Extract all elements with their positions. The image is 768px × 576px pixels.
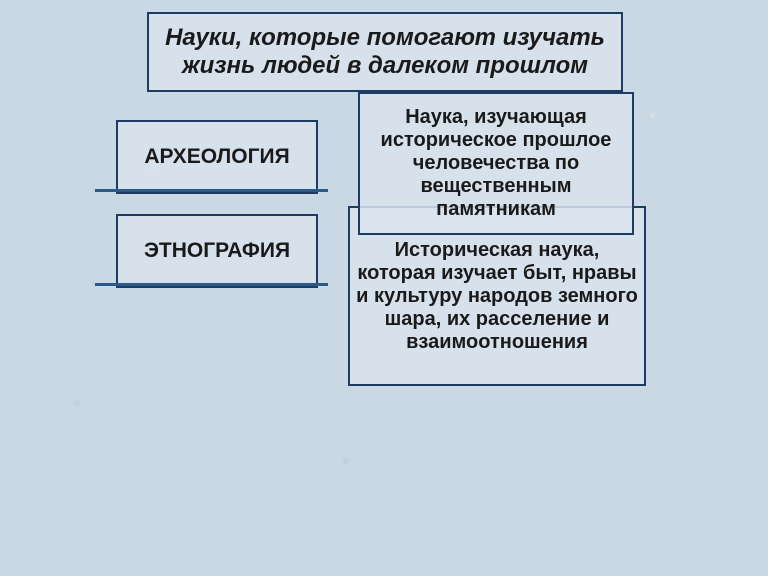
underline-1	[95, 189, 328, 192]
term-archaeology-box: АРХЕОЛОГИЯ	[116, 120, 318, 194]
slide: Науки, которые помогают изучать жизнь лю…	[0, 0, 768, 576]
term-ethnography-label: ЭТНОГРАФИЯ	[144, 239, 290, 263]
term-archaeology-label: АРХЕОЛОГИЯ	[144, 145, 289, 169]
definition-ethnography-text: Историческая наука, которая изучает быт,…	[356, 239, 638, 354]
term-ethnography-box: ЭТНОГРАФИЯ	[116, 214, 318, 288]
underline-2	[95, 283, 328, 286]
definition-archaeology-text: Наука, изучающая историческое прошлое че…	[366, 106, 626, 221]
title-text: Науки, которые помогают изучать жизнь лю…	[155, 24, 615, 79]
definition-archaeology-box: Наука, изучающая историческое прошлое че…	[358, 92, 634, 235]
title-box: Науки, которые помогают изучать жизнь лю…	[147, 12, 623, 92]
